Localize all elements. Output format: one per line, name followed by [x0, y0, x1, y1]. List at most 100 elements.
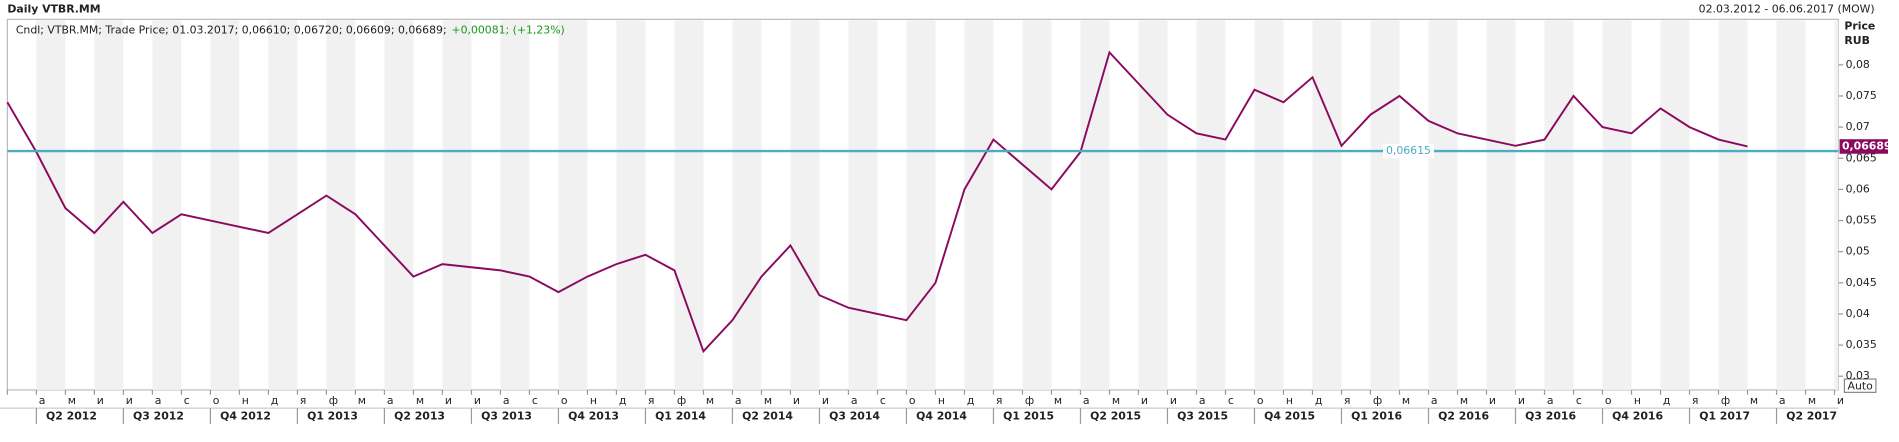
month-stripe — [1138, 20, 1168, 390]
y-axis-unit: RUB — [1844, 34, 1870, 47]
y-tick-label: 0,08 — [1846, 58, 1870, 71]
quarter-label: Q2 2015 — [1090, 410, 1141, 423]
month-stripe — [1196, 20, 1226, 390]
x-tick-label: а — [1431, 394, 1438, 407]
x-tick-label: а — [735, 394, 742, 407]
y-tick-label: 0,045 — [1846, 276, 1877, 289]
x-tick-label: я — [996, 394, 1003, 407]
legend-text: Cndl; VTBR.MM; Trade Price; 01.03.2017; … — [16, 23, 565, 36]
month-stripe — [94, 20, 124, 390]
month-stripe — [384, 20, 414, 390]
month-stripe — [1486, 20, 1516, 390]
quarter-label: Q3 2015 — [1177, 410, 1228, 423]
month-stripe — [1544, 20, 1574, 390]
quarter-label: Q4 2012 — [220, 410, 271, 423]
x-tick-label: м — [1112, 394, 1120, 407]
quarter-label: Q4 2015 — [1264, 410, 1315, 423]
x-tick-label: а — [39, 394, 46, 407]
x-tick-label: д — [1663, 394, 1671, 407]
x-tick-label: и — [474, 394, 481, 407]
auto-button-label[interactable]: Auto — [1848, 379, 1874, 392]
x-tick-label: а — [1199, 394, 1206, 407]
y-axis-label: Price — [1844, 20, 1875, 33]
x-tick-label: а — [155, 394, 162, 407]
y-tick-label: 0,06 — [1846, 182, 1870, 195]
month-stripe — [1428, 20, 1458, 390]
x-tick-label: н — [938, 394, 945, 407]
x-tick-label: н — [1286, 394, 1293, 407]
x-tick-label: д — [967, 394, 975, 407]
quarter-label: Q2 2016 — [1438, 410, 1489, 423]
x-tick-label: и — [445, 394, 452, 407]
x-tick-label: и — [1837, 394, 1844, 407]
x-tick-label: н — [242, 394, 249, 407]
x-tick-label: м — [1054, 394, 1062, 407]
x-tick-label: я — [1692, 394, 1699, 407]
reference-label: 0,06615 — [1386, 144, 1431, 157]
x-tick-label: м — [706, 394, 714, 407]
month-stripe — [1080, 20, 1110, 390]
quarter-label: Q1 2013 — [307, 410, 358, 423]
y-tick-label: 0,05 — [1846, 245, 1870, 258]
month-stripe — [1022, 20, 1052, 390]
x-tick-label: м — [1402, 394, 1410, 407]
quarter-label: Q1 2014 — [655, 410, 706, 423]
x-tick-label: а — [387, 394, 394, 407]
x-tick-label: с — [1576, 394, 1582, 407]
x-tick-label: а — [1779, 394, 1786, 407]
x-tick-label: с — [184, 394, 190, 407]
x-tick-label: и — [793, 394, 800, 407]
month-stripe — [1776, 20, 1806, 390]
month-stripe — [848, 20, 878, 390]
x-tick-label: м — [1460, 394, 1468, 407]
month-stripe — [1718, 20, 1748, 390]
auto-button[interactable] — [1843, 378, 1877, 393]
x-tick-label: а — [1083, 394, 1090, 407]
quarter-label: Q2 2012 — [46, 410, 97, 423]
last-price-label: 0,06689 — [1842, 139, 1892, 152]
x-tick-label: о — [1257, 394, 1264, 407]
chart-title: Daily VTBR.MM — [7, 3, 100, 16]
x-tick-label: с — [880, 394, 886, 407]
x-tick-label: и — [126, 394, 133, 407]
month-stripe — [616, 20, 646, 390]
last-price-tag — [1839, 139, 1888, 154]
quarter-label: Q1 2016 — [1351, 410, 1402, 423]
quarter-label: Q3 2012 — [133, 410, 184, 423]
x-tick-label: м — [416, 394, 424, 407]
x-tick-label: с — [1228, 394, 1234, 407]
month-stripe — [152, 20, 182, 390]
month-stripe — [1834, 20, 1839, 390]
x-tick-label: и — [822, 394, 829, 407]
date-range: 02.03.2012 - 06.06.2017 (MOW) — [1699, 3, 1875, 16]
x-tick-label: о — [213, 394, 220, 407]
y-tick-label: 0,03 — [1846, 369, 1870, 382]
x-tick-label: д — [1315, 394, 1323, 407]
x-tick-label: ф — [677, 394, 686, 407]
quarter-label: Q1 2015 — [1003, 410, 1054, 423]
x-tick-label: и — [1141, 394, 1148, 407]
month-stripe — [500, 20, 530, 390]
month-stripe — [1254, 20, 1284, 390]
quarter-label: Q2 2014 — [742, 410, 793, 423]
price-line — [6, 50, 1748, 354]
quarter-label: Q2 2013 — [394, 410, 445, 423]
x-tick-label: а — [851, 394, 858, 407]
x-tick-label: и — [1170, 394, 1177, 407]
reference-label-bg — [1383, 143, 1434, 159]
x-tick-label: м — [1808, 394, 1816, 407]
month-stripe — [906, 20, 936, 390]
y-tick-label: 0,075 — [1846, 89, 1877, 102]
quarter-label: Q1 2017 — [1699, 410, 1750, 423]
x-tick-label: и — [1489, 394, 1496, 407]
x-tick-label: я — [648, 394, 655, 407]
y-tick-label: 0,04 — [1846, 307, 1870, 320]
month-stripe — [1312, 20, 1342, 390]
y-tick-label: 0,065 — [1846, 151, 1877, 164]
x-tick-label: ф — [1025, 394, 1034, 407]
x-tick-label: ф — [1721, 394, 1730, 407]
month-stripe — [790, 20, 820, 390]
month-stripe — [268, 20, 298, 390]
month-stripe — [1602, 20, 1632, 390]
month-stripe — [210, 20, 240, 390]
